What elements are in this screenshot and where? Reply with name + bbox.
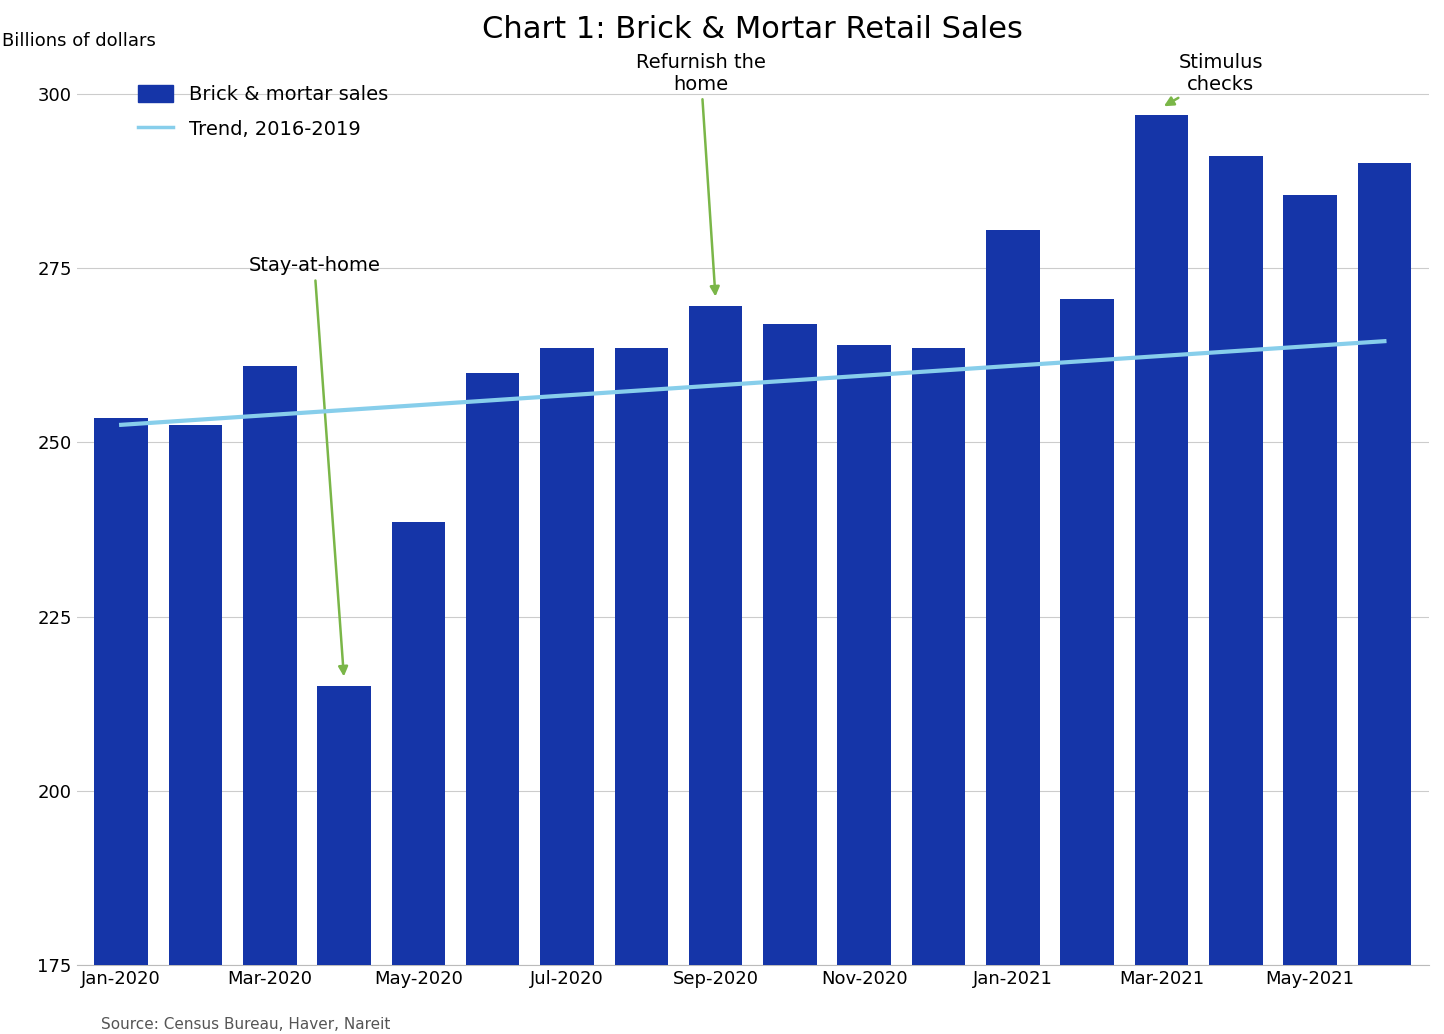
Bar [986,230,1040,1034]
Bar [1209,156,1262,1034]
Bar [1357,163,1411,1034]
Bar [764,324,817,1034]
Bar [169,425,222,1034]
Text: Refurnish the
home: Refurnish the home [635,53,765,294]
Text: Billions of dollars: Billions of dollars [1,32,156,50]
Bar [466,372,520,1034]
Bar [689,306,742,1034]
Bar [540,348,593,1034]
Bar [243,366,296,1034]
Bar [615,348,669,1034]
Text: Stimulus
checks: Stimulus checks [1167,53,1264,104]
Title: Chart 1: Brick & Mortar Retail Sales: Chart 1: Brick & Mortar Retail Sales [482,16,1024,44]
Bar [838,344,891,1034]
Text: Stay-at-home: Stay-at-home [248,256,380,674]
Legend: Brick & mortar sales, Trend, 2016-2019: Brick & mortar sales, Trend, 2016-2019 [130,77,396,147]
Bar [1284,194,1337,1034]
Bar [1060,300,1113,1034]
Bar [318,687,371,1034]
Bar [391,522,445,1034]
Bar [911,348,965,1034]
Text: Source: Census Bureau, Haver, Nareit: Source: Census Bureau, Haver, Nareit [101,1016,390,1032]
Bar [1135,115,1188,1034]
Bar [94,418,147,1034]
